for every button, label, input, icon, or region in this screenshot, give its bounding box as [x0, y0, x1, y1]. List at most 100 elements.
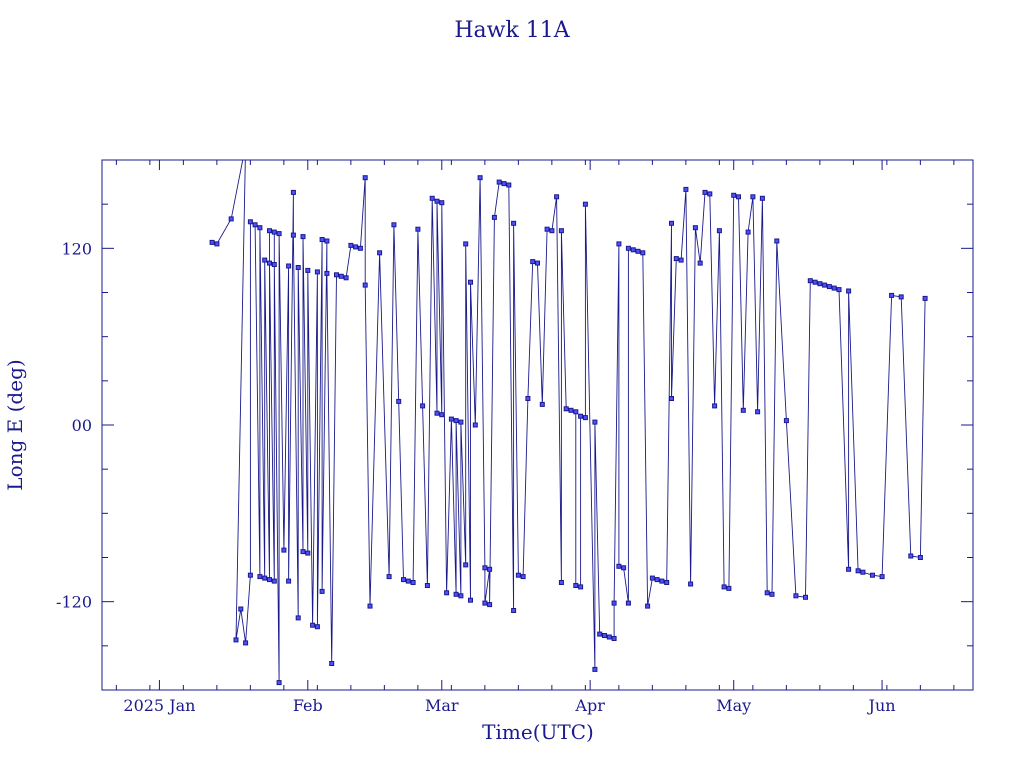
- data-point: [209, 239, 215, 245]
- data-point: [247, 572, 253, 578]
- data-point: [702, 189, 708, 195]
- data-point: [353, 244, 359, 250]
- x-tick-label: 2025 Jan: [123, 696, 195, 715]
- data-point: [343, 275, 349, 281]
- data-point: [736, 194, 741, 200]
- data-point: [654, 577, 660, 583]
- data-point: [621, 565, 627, 571]
- data-point: [314, 624, 320, 630]
- data-point: [401, 577, 406, 583]
- data-point: [348, 242, 354, 248]
- data-point: [214, 241, 220, 247]
- data-point: [329, 661, 335, 666]
- data-point: [295, 265, 301, 270]
- data-point: [228, 216, 234, 222]
- data-point: [578, 413, 584, 419]
- data-point: [563, 406, 569, 412]
- x-axis-title: Time(UTC): [482, 720, 594, 744]
- data-point: [898, 294, 904, 300]
- x-tick-label: May: [716, 696, 751, 715]
- x-tick-label: Mar: [425, 696, 459, 715]
- data-point: [367, 603, 373, 609]
- data-point: [535, 260, 540, 266]
- data-point: [295, 615, 301, 621]
- data-point: [472, 422, 478, 428]
- data-point: [434, 198, 440, 204]
- data-point: [386, 574, 392, 580]
- y-tick-label: -120: [56, 593, 92, 612]
- data-point: [664, 580, 670, 585]
- data-point: [482, 600, 488, 606]
- data-point: [611, 636, 617, 641]
- data-point: [319, 237, 325, 242]
- data-point: [305, 550, 311, 556]
- data-point: [635, 248, 641, 254]
- data-point: [678, 257, 684, 263]
- data-point: [324, 238, 330, 244]
- data-point: [405, 578, 411, 584]
- data-point: [611, 600, 617, 606]
- data-point: [252, 222, 258, 228]
- data-point: [520, 574, 526, 580]
- data-point: [616, 241, 622, 247]
- data-point: [424, 583, 430, 588]
- data-point: [554, 194, 560, 200]
- data-point: [267, 228, 272, 234]
- data-point: [625, 245, 631, 251]
- data-point: [726, 585, 732, 591]
- data-point: [271, 229, 277, 235]
- data-point: [755, 409, 761, 415]
- data-point: [305, 267, 311, 273]
- data-point: [836, 287, 842, 293]
- data-point: [238, 606, 244, 612]
- data-point: [922, 295, 928, 301]
- data-point: [362, 175, 368, 181]
- data-point: [558, 228, 564, 234]
- data-point: [233, 637, 239, 643]
- data-point: [573, 583, 579, 588]
- data-point: [491, 214, 497, 220]
- data-point: [515, 572, 521, 578]
- data-point: [271, 578, 277, 584]
- y-axis-title: Long E (deg): [3, 359, 27, 490]
- data-point: [439, 412, 445, 418]
- data-point: [501, 181, 507, 187]
- data-point: [578, 584, 584, 590]
- data-point: [458, 593, 464, 599]
- data-point: [597, 631, 603, 637]
- data-point: [712, 403, 718, 409]
- data-point: [477, 175, 483, 181]
- data-point: [817, 281, 823, 287]
- data-point: [357, 245, 363, 251]
- data-point: [487, 566, 493, 572]
- data-point: [697, 260, 703, 266]
- data-point: [276, 231, 282, 237]
- data-point: [377, 250, 383, 256]
- data-point: [721, 584, 727, 590]
- chart-title: Hawk 11A: [454, 18, 570, 43]
- data-point: [860, 569, 866, 575]
- data-point: [558, 580, 564, 585]
- data-point: [692, 225, 698, 231]
- data-point: [482, 565, 488, 571]
- data-point: [625, 600, 631, 606]
- data-point: [889, 292, 895, 298]
- data-point: [683, 186, 689, 192]
- data-point: [338, 273, 344, 279]
- data-point: [290, 189, 296, 195]
- data-point: [267, 577, 272, 583]
- data-point: [267, 260, 272, 266]
- data-point: [458, 419, 464, 425]
- data-point: [673, 256, 679, 262]
- data-point: [262, 575, 268, 581]
- data-point: [669, 220, 674, 226]
- data-point: [319, 588, 325, 594]
- data-point: [300, 234, 306, 240]
- x-tick-label: Jun: [867, 696, 896, 715]
- data-point: [731, 192, 737, 198]
- data-point: [716, 228, 722, 234]
- data-point: [463, 562, 469, 568]
- data-point: [429, 195, 435, 201]
- data-point: [602, 633, 607, 638]
